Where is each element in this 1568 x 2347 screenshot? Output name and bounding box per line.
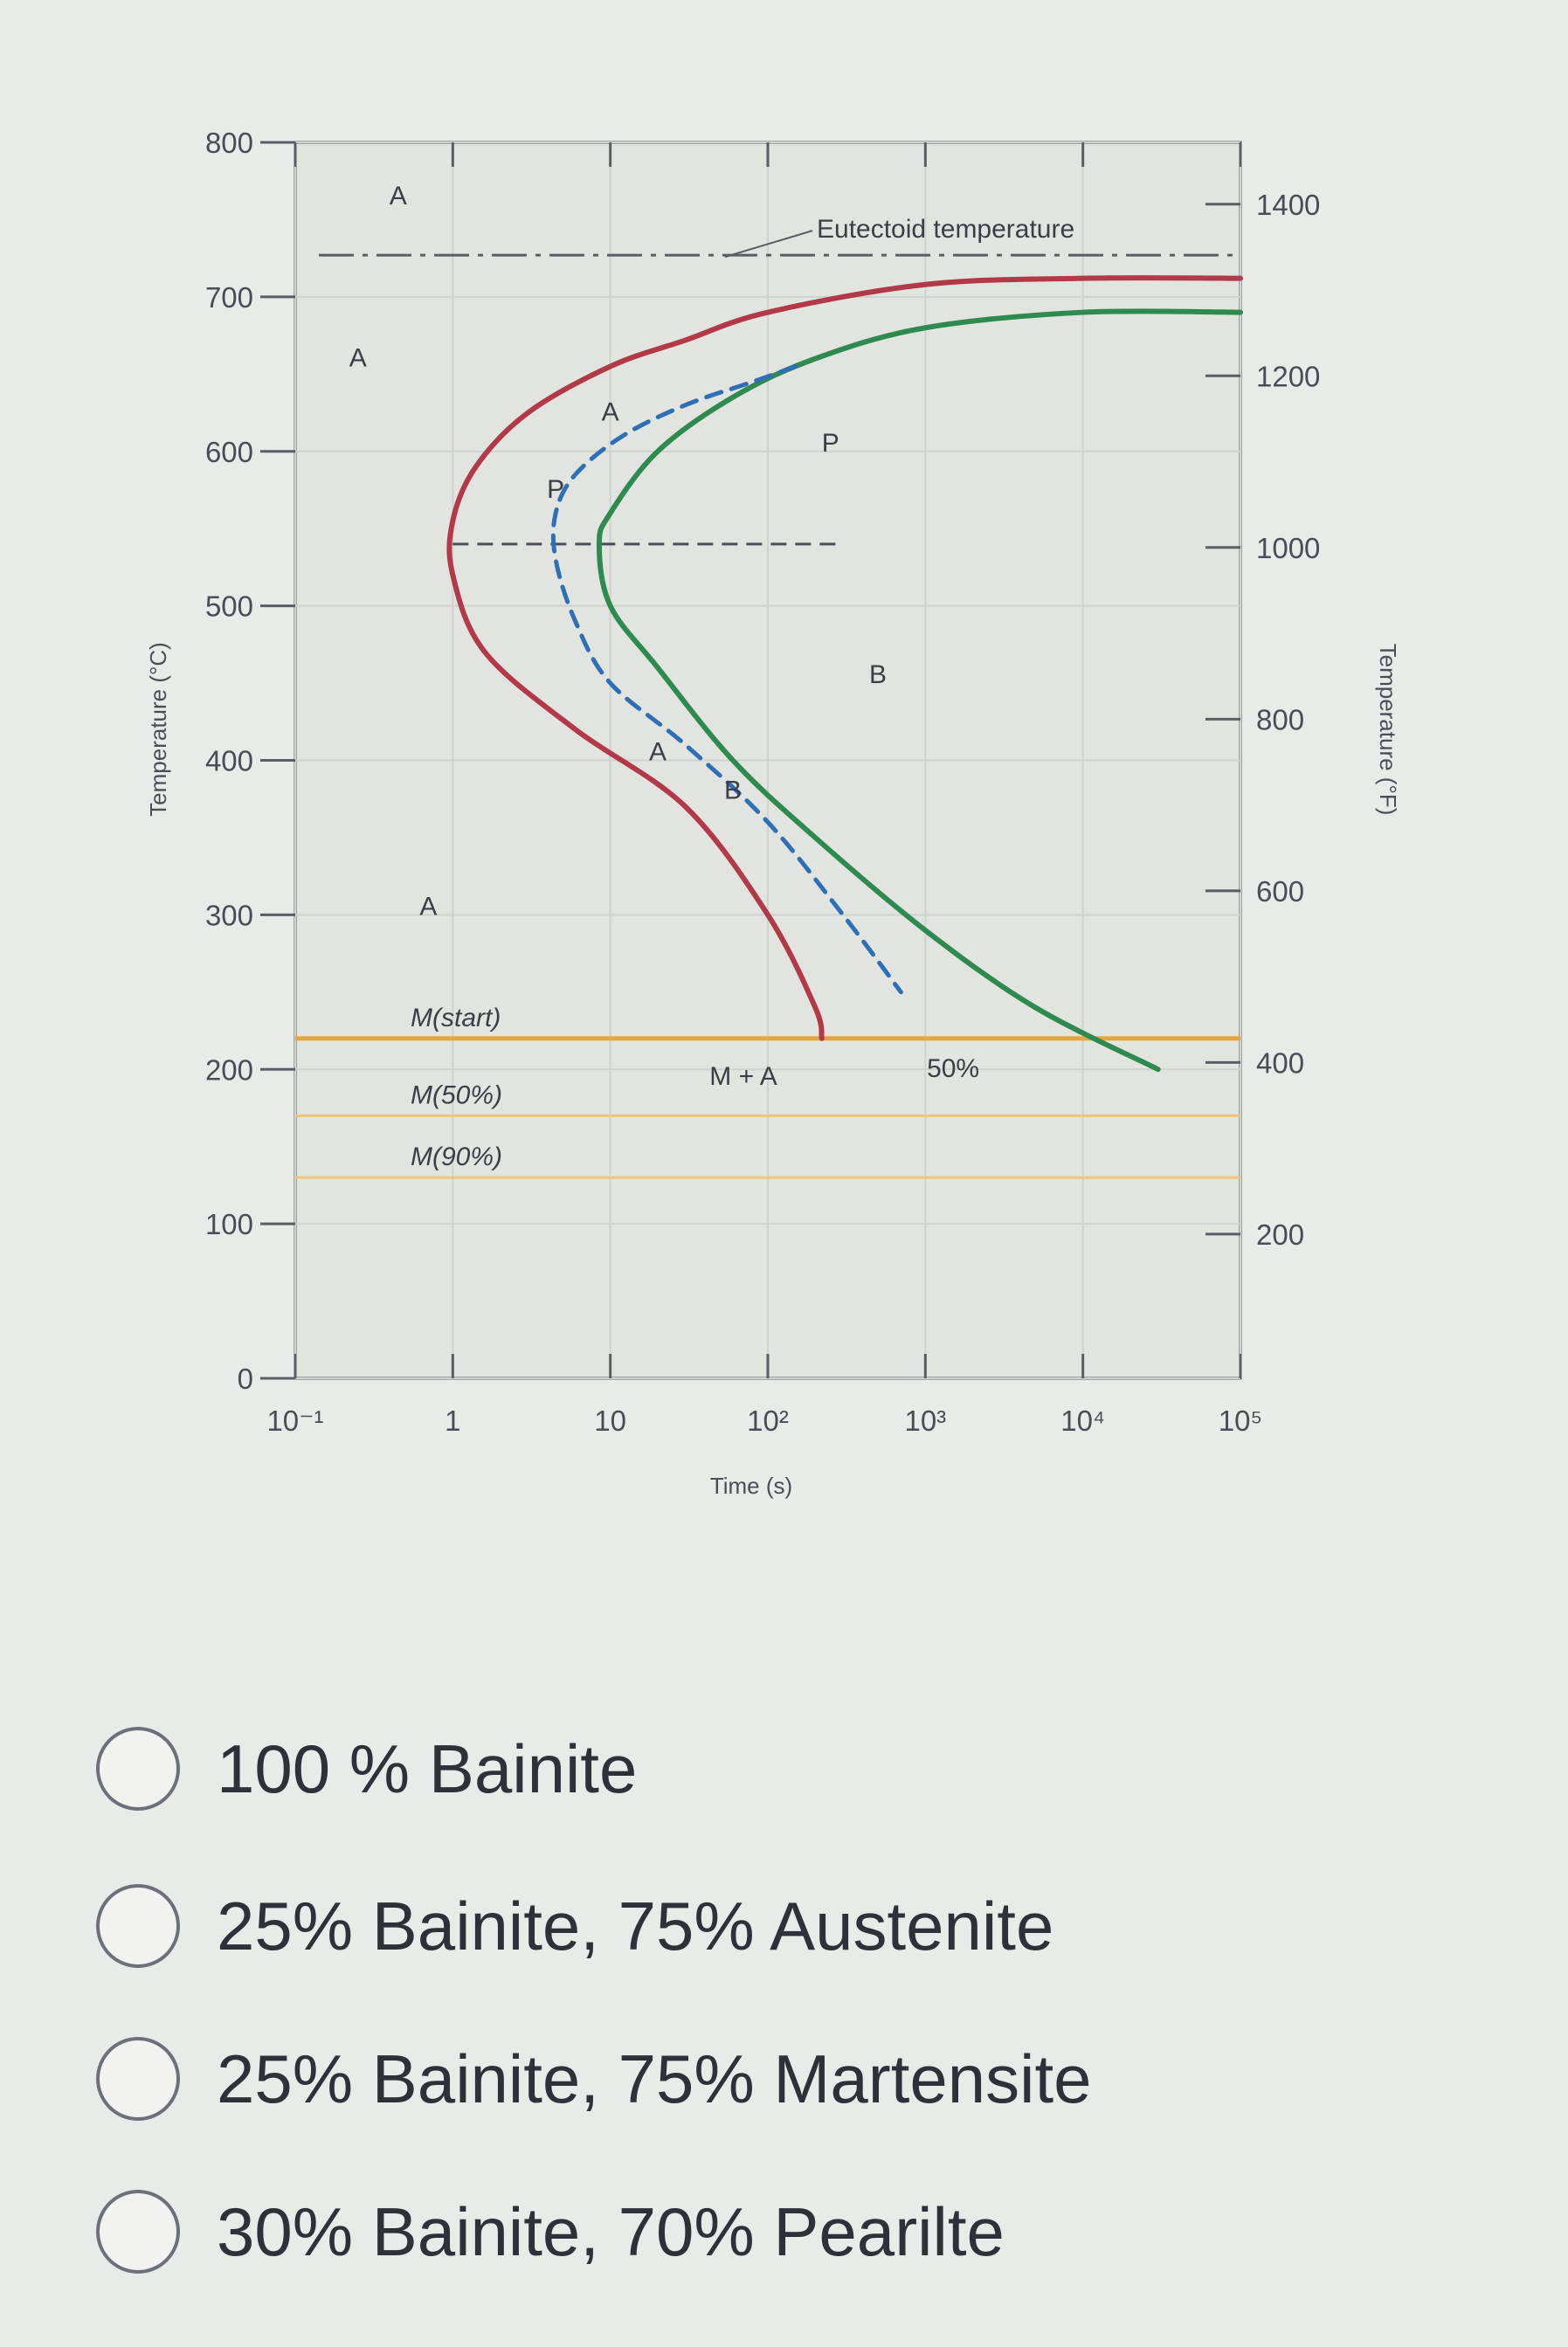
series-line-2: [596, 308, 1243, 1073]
radio-button-4[interactable]: [96, 2190, 180, 2274]
y2-tick-label: 200: [1256, 1218, 1304, 1251]
option-2-label: 25% Bainite, 75% Austenite: [217, 1887, 1054, 1964]
x-tick-label: 10⁴: [1060, 1405, 1105, 1437]
option-3[interactable]: 25% Bainite, 75% Martensite: [96, 2022, 1406, 2136]
option-1[interactable]: 100 % Bainite: [96, 1712, 1406, 1826]
y-tick-label: 300: [205, 899, 253, 931]
y-tick-label: 0: [238, 1363, 253, 1395]
region-label: A: [390, 182, 407, 211]
radio-button-1[interactable]: [96, 1727, 180, 1811]
option-3-label: 25% Bainite, 75% Martensite: [217, 2040, 1092, 2117]
axes: [260, 141, 1242, 1380]
curve-label: A: [649, 738, 667, 767]
radio-button-3[interactable]: [96, 2037, 180, 2121]
x-tick-label: 10⁵: [1219, 1405, 1262, 1437]
martensite-label: M(90%): [411, 1142, 502, 1171]
region-label: M + A: [709, 1062, 777, 1091]
martensite-label: M(50%): [411, 1080, 502, 1109]
y-tick-label: 200: [205, 1053, 253, 1086]
curve-label: B: [724, 777, 742, 805]
curve-label: A: [602, 397, 619, 426]
y2-tick-label: 400: [1256, 1046, 1304, 1079]
y2-tick-label: 800: [1256, 703, 1304, 735]
option-4-label: 30% Bainite, 70% Pearilte: [217, 2192, 1005, 2270]
eutectoid-pointer: [724, 230, 813, 259]
region-label: A: [419, 892, 437, 921]
y-axis-title: Temperature (°C): [145, 642, 171, 817]
region-label: B: [869, 660, 887, 689]
y-tick-label: 100: [205, 1208, 253, 1240]
y-tick-label: 700: [205, 281, 253, 314]
curve-label: P: [547, 475, 564, 504]
x-tick-label: 10: [594, 1405, 626, 1437]
y2-tick-label: 1400: [1256, 189, 1320, 221]
x-tick-label: 10³: [904, 1405, 946, 1437]
region-label: P: [822, 429, 839, 458]
y-tick-label: 500: [205, 590, 253, 623]
series-line-1: [446, 275, 1243, 1041]
x-tick-label: 10⁻¹: [266, 1405, 323, 1437]
region-label: 50%: [927, 1054, 979, 1083]
y-tick-label: 600: [205, 436, 253, 468]
option-1-label: 100 % Bainite: [217, 1729, 638, 1807]
ttt-chart-svg: 10⁻¹ 1 10 10² 10³ 10⁴ 10⁵ 0 100 200 300 400 500 600 70…: [145, 127, 1401, 1499]
eutectoid-label: Eutectoid temperature: [817, 215, 1074, 244]
x-tick-label: 1: [445, 1405, 460, 1437]
x-axis-title: Time (s): [710, 1473, 792, 1499]
martensite-label: M(start): [411, 1004, 501, 1032]
chart-labels: 10⁻¹ 1 10 10² 10³ 10⁴ 10⁵ 0 100 200 300 400 500 600 70…: [205, 127, 1320, 1437]
radio-button-2[interactable]: [96, 1884, 180, 1968]
y2-axis-title: Temperature (°F): [1375, 644, 1401, 816]
option-4[interactable]: 30% Bainite, 70% Pearilte: [96, 2175, 1406, 2288]
ttt-diagram: 10⁻¹ 1 10 10² 10³ 10⁴ 10⁵ 0 100 200 300 400 500 600 70…: [145, 127, 1401, 1499]
y2-tick-label: 1000: [1256, 532, 1320, 564]
x-tick-label: 10²: [747, 1405, 789, 1437]
y-tick-label: 800: [205, 127, 253, 159]
y2-tick-label: 600: [1256, 875, 1304, 908]
option-2[interactable]: 25% Bainite, 75% Austenite: [96, 1869, 1406, 1983]
y-tick-label: 400: [205, 745, 253, 777]
series-line-3: [550, 363, 903, 995]
y2-tick-label: 1200: [1256, 360, 1320, 392]
data-lines: [295, 230, 1243, 1179]
grid-lines: [294, 142, 1241, 1379]
region-label: A: [349, 343, 367, 372]
